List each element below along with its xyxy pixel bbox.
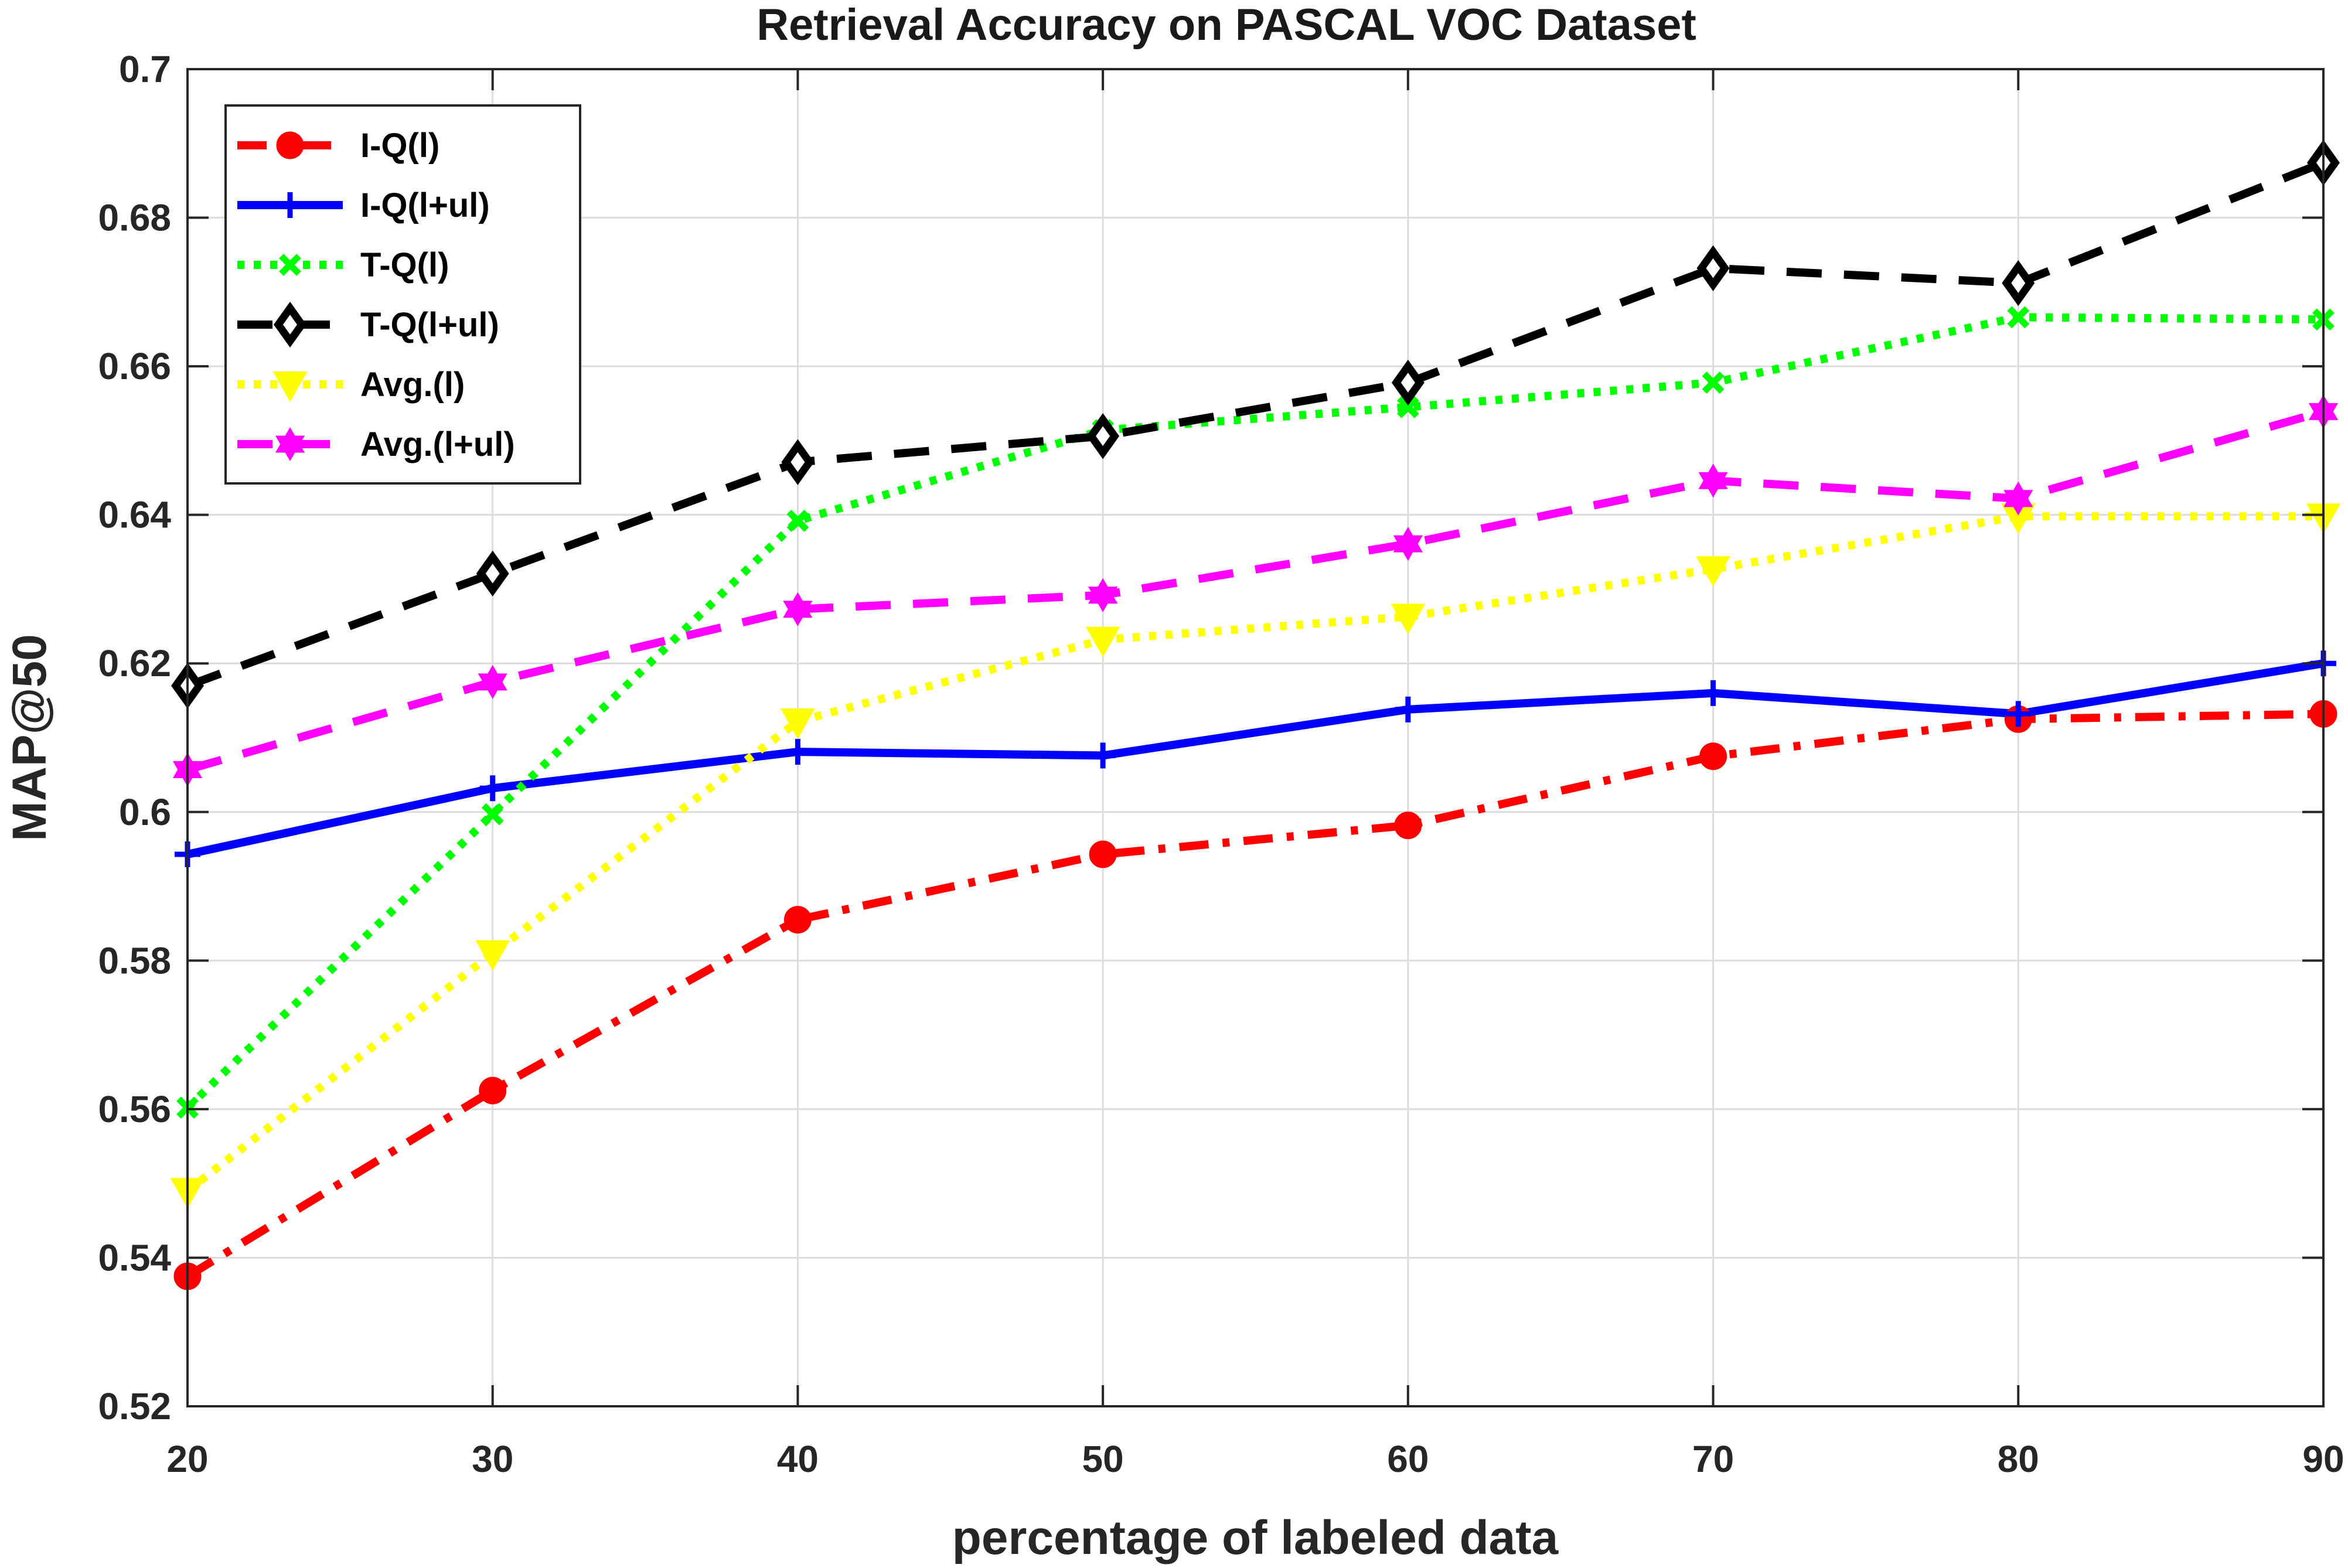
legend-entry: I-Q(l) [237, 127, 439, 165]
chart-title: Retrieval Accuracy on PASCAL VOC Dataset [756, 0, 1696, 50]
data-point [475, 940, 510, 971]
data-point [1698, 463, 1728, 498]
legend-box [224, 104, 581, 485]
series-line-4 [185, 512, 2323, 1194]
x-tick-label: 90 [2302, 1438, 2344, 1480]
data-point [476, 550, 509, 597]
series-line-2 [185, 313, 2324, 1111]
legend-marker [274, 301, 306, 348]
y-tick-label: 0.54 [98, 1236, 171, 1279]
data-point [1696, 245, 1730, 291]
y-tick-label: 0.68 [98, 197, 171, 239]
data-point [783, 592, 813, 626]
data-point [1700, 680, 1726, 706]
data-point [1396, 396, 1419, 418]
legend-label: Avg.(l+ul) [360, 425, 515, 463]
data-point [2002, 260, 2035, 306]
data-point [1089, 840, 1117, 868]
data-point [1702, 371, 1725, 394]
axis-ticks [186, 68, 2325, 1407]
y-tick-label: 0.62 [98, 642, 171, 684]
legend-marker [276, 131, 304, 159]
legend-marker [279, 254, 301, 276]
legend-marker [272, 371, 308, 403]
x-tick-label: 80 [1998, 1438, 2039, 1480]
data-point [1086, 413, 1120, 459]
legend-entries: I-Q(l) I-Q(l+ul) T-Q(l) T-Q(l+ul) Avg.(l) Avg… [237, 127, 515, 463]
legend-entry: I-Q(l+ul) [237, 186, 490, 224]
data-point [781, 708, 815, 739]
data-point [781, 439, 815, 485]
data-point [478, 664, 507, 699]
data-point [785, 739, 811, 765]
y-tick-label: 0.52 [98, 1385, 171, 1427]
legend: I-Q(l) I-Q(l+ul) T-Q(l) T-Q(l+ul) Avg.(l) Avg… [224, 104, 581, 485]
data-point [1696, 556, 1730, 587]
series-lines [185, 159, 2325, 1280]
series-line-3 [186, 159, 2325, 690]
series-line-5 [186, 407, 2325, 774]
data-point [1394, 812, 1422, 840]
x-tick-label: 50 [1082, 1438, 1124, 1480]
x-tick-label: 30 [472, 1438, 513, 1480]
data-point [783, 906, 812, 934]
legend-label: I-Q(l) [360, 127, 439, 165]
legend-label: Avg.(l) [360, 366, 465, 404]
data-point [1391, 359, 1425, 406]
data-point [1085, 626, 1120, 657]
data-point [2007, 306, 2030, 329]
series-line-1 [186, 659, 2325, 858]
data-point [479, 1076, 507, 1105]
data-point [1391, 604, 1426, 635]
data-point [1699, 742, 1727, 771]
data-point [479, 775, 506, 802]
y-tick-label: 0.66 [98, 345, 171, 387]
x-tick-label: 60 [1387, 1438, 1429, 1480]
data-point [2005, 701, 2032, 727]
data-point [1395, 696, 1421, 722]
data-point [786, 509, 809, 532]
legend-marker [277, 192, 303, 218]
legend-entry: T-Q(l) [237, 246, 449, 284]
y-tick-label: 0.7 [119, 48, 171, 90]
data-point [1088, 578, 1118, 612]
legend-marker [275, 427, 305, 462]
y-tick-labels: 0.52 0.54 0.56 0.58 0.6 0.62 0.64 0.66 0.68 0.7 [98, 48, 171, 1427]
x-tick-label: 40 [777, 1438, 819, 1480]
data-point [1090, 742, 1116, 769]
series-markers [170, 139, 2341, 1290]
data-point [2003, 481, 2033, 516]
series-line-0 [185, 710, 2324, 1280]
legend-label: T-Q(l+ul) [360, 306, 499, 344]
y-tick-label: 0.58 [98, 939, 171, 981]
legend-entry: Avg.(l) [237, 366, 465, 404]
x-axis-label: percentage of labeled data [952, 1511, 1559, 1564]
legend-label: T-Q(l) [360, 246, 449, 284]
legend-label: I-Q(l+ul) [360, 186, 490, 224]
legend-entry: Avg.(l+ul) [237, 425, 515, 463]
legend-entry: T-Q(l+ul) [237, 301, 499, 348]
data-point [481, 803, 504, 826]
y-axis-label: MAP@50 [3, 634, 56, 841]
y-tick-label: 0.64 [98, 494, 171, 536]
y-tick-label: 0.6 [119, 791, 171, 833]
x-tick-label: 20 [166, 1438, 208, 1480]
data-point [1393, 527, 1423, 561]
x-tick-label: 70 [1692, 1438, 1734, 1480]
x-tick-labels: 20 30 40 50 60 70 80 90 [166, 1438, 2344, 1480]
plot-frame [186, 68, 2325, 1407]
y-tick-label: 0.56 [98, 1088, 171, 1130]
